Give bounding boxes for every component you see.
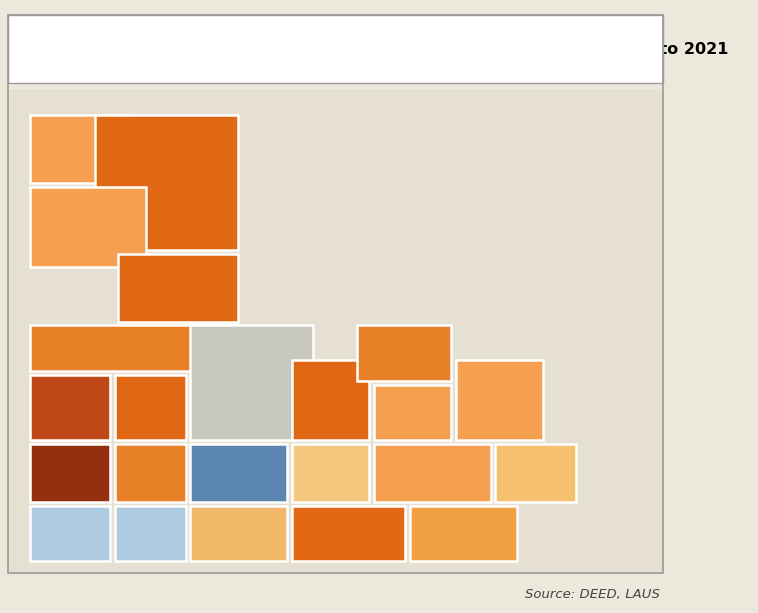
Text: 0.1%: 0.1% [236, 392, 268, 405]
Text: Yellow Medicine: Yellow Medicine [86, 337, 181, 347]
Text: -2.3%: -2.3% [393, 414, 431, 427]
Text: -5.1%: -5.1% [131, 474, 169, 488]
Text: Lincoln: Lincoln [46, 392, 93, 405]
Text: Lac qui Parle: Lac qui Parle [50, 211, 126, 221]
Text: Brown: Brown [309, 383, 352, 395]
Text: Waseca: Waseca [510, 459, 561, 471]
Text: -7.2%: -7.2% [330, 535, 368, 548]
Text: -6.5%: -6.5% [159, 291, 197, 304]
Text: 0.5%: 0.5% [134, 535, 167, 548]
Text: Sibley: Sibley [384, 339, 424, 352]
Text: Chippewa: Chippewa [146, 272, 211, 285]
Text: -5.4%: -5.4% [385, 354, 423, 368]
Text: -7.7%: -7.7% [148, 195, 185, 208]
Text: Rock: Rock [54, 519, 86, 532]
Text: st: st [247, 32, 258, 42]
Text: 0.9%: 0.9% [54, 535, 86, 548]
Text: -7.6%: -7.6% [131, 410, 169, 424]
Text: -0.6%: -0.6% [312, 474, 349, 488]
Text: Blue Earth: Blue Earth [397, 459, 467, 471]
Text: Lyon: Lyon [135, 392, 165, 405]
Text: -9.1%: -9.1% [51, 410, 89, 424]
Text: -2.4%: -2.4% [481, 405, 518, 418]
Text: Source: DEED, LAUS: Source: DEED, LAUS [525, 588, 659, 601]
Text: Pipestone: Pipestone [37, 459, 103, 471]
Text: Jackson: Jackson [214, 519, 264, 532]
Text: Redwood: Redwood [221, 360, 282, 373]
Text: -1.2%: -1.2% [517, 474, 554, 488]
Text: -6.0%: -6.0% [312, 405, 349, 418]
Text: Big Stone: Big Stone [46, 134, 110, 147]
Text: Figure 2.: Figure 2. [133, 42, 214, 56]
Text: -3.2%: -3.2% [71, 234, 105, 243]
Text: Watonwan: Watonwan [296, 459, 365, 471]
Text: Le Sueur: Le Sueur [470, 383, 528, 395]
Text: -5.6%: -5.6% [117, 350, 150, 360]
Text: -2.5%: -2.5% [59, 153, 97, 166]
Text: -2.3%: -2.3% [413, 474, 451, 488]
Text: Quarter Average Labor Force Change, 2019 to 2021: Quarter Average Labor Force Change, 2019… [256, 42, 728, 56]
Text: Murray: Murray [127, 459, 174, 471]
Text: Nobles: Nobles [127, 519, 173, 532]
Text: -12.8%: -12.8% [47, 474, 92, 488]
Text: Martin: Martin [327, 519, 371, 532]
Text: 8.5%: 8.5% [222, 474, 255, 488]
Text: Cottonwood: Cottonwood [199, 459, 278, 471]
Text: Nicollet: Nicollet [387, 398, 438, 411]
Text: Faribault: Faribault [434, 519, 493, 532]
Text: -2.0%: -2.0% [220, 535, 258, 548]
Text: Swift: Swift [149, 158, 183, 170]
Text: -3.0%: -3.0% [444, 535, 482, 548]
Text: 1: 1 [235, 42, 246, 56]
